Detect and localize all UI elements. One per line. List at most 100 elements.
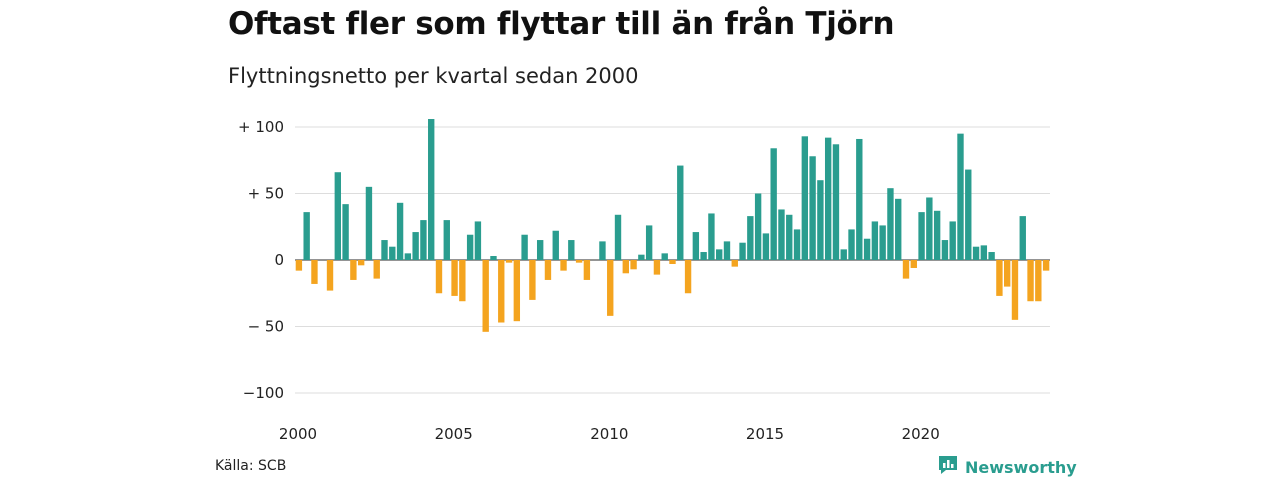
bar-2022-q1 [980, 245, 988, 260]
bar-2007-q4 [536, 240, 544, 260]
bar-2017-q1 [824, 137, 832, 260]
bar-2014-q4 [754, 193, 762, 260]
brand-logo[interactable]: Newsworthy [937, 455, 1077, 479]
bar-2024-q1 [1042, 260, 1050, 271]
bar-2015-q4 [786, 214, 793, 260]
bar-2000-q3 [311, 260, 318, 284]
bar-2018-q3 [871, 221, 879, 260]
bar-2006-q3 [498, 260, 505, 323]
bar-2005-q2 [459, 260, 466, 302]
bar-2016-q2 [801, 136, 809, 260]
bar-2004-q2 [428, 119, 435, 261]
bar-2018-q2 [863, 238, 871, 260]
bar-2008-q3 [560, 260, 567, 271]
bar-2011-q2 [645, 225, 653, 260]
bar-2005-q1 [451, 260, 458, 296]
bar-2021-q3 [965, 169, 972, 260]
bar-2007-q1 [513, 260, 521, 322]
bar-2020-q1 [918, 212, 925, 260]
bar-2009-q4 [599, 241, 606, 260]
bar-2004-q1 [420, 220, 427, 260]
bar-2013-q2 [708, 213, 715, 260]
bar-2019-q1 [887, 188, 894, 260]
bar-2007-q2 [521, 234, 528, 260]
bar-2012-q4 [692, 232, 700, 260]
bar-2002-q2 [365, 186, 373, 260]
bar-2017-q4 [848, 229, 855, 260]
bar-2018-q1 [856, 138, 863, 260]
bar-2001-q1 [326, 260, 334, 291]
bar-2010-q2 [614, 214, 622, 260]
bar-2014-q3 [747, 216, 754, 260]
bar-2017-q2 [832, 144, 840, 260]
bars [295, 119, 1050, 332]
bar-2012-q1 [669, 260, 676, 264]
bar-2023-q4 [1035, 260, 1042, 302]
bar-2001-q4 [350, 260, 357, 280]
bar-2011-q1 [638, 254, 645, 260]
bar-2015-q1 [762, 233, 770, 260]
bar-2008-q4 [568, 240, 575, 260]
bar-2022-q2 [988, 252, 995, 260]
bar-2019-q4 [910, 260, 917, 268]
chart-subtitle: Flyttningsnetto per kvartal sedan 2000 [228, 64, 639, 88]
x-tick-label: 2000 [279, 425, 317, 443]
bar-2023-q1 [1011, 260, 1019, 320]
bar-2004-q4 [443, 220, 450, 260]
bar-2005-q3 [466, 234, 474, 260]
bar-2001-q2 [334, 172, 341, 260]
bar-2021-q1 [949, 221, 956, 260]
x-tick-label: 2010 [590, 425, 628, 443]
bar-2015-q2 [770, 148, 777, 260]
bar-2016-q4 [817, 180, 824, 260]
bar-2019-q3 [902, 260, 910, 279]
bar-2000-q2 [303, 212, 310, 260]
y-tick-label: 0 [274, 251, 284, 269]
bar-2022-q4 [1004, 260, 1011, 287]
bar-2008-q1 [544, 260, 552, 280]
bar-2009-q2 [583, 260, 591, 280]
bar-2009-q1 [575, 260, 583, 263]
bar-2019-q2 [895, 198, 902, 260]
bar-2010-q1 [607, 260, 614, 316]
bar-2000-q1 [295, 260, 303, 271]
bar-2010-q4 [630, 260, 637, 270]
bar-2013-q1 [700, 252, 707, 260]
bar-2005-q4 [474, 221, 482, 260]
chart-title: Oftast fler som flyttar till än från Tjö… [228, 6, 895, 42]
bar-2010-q3 [622, 260, 629, 274]
bar-2008-q2 [552, 230, 559, 260]
x-tick-label: 2015 [746, 425, 784, 443]
bar-2003-q4 [412, 232, 419, 260]
bar-2020-q2 [926, 197, 933, 260]
bar-2006-q2 [490, 256, 497, 260]
x-tick-label: 2005 [435, 425, 473, 443]
bar-2023-q3 [1027, 260, 1034, 302]
y-tick-label: − 50 [248, 318, 284, 336]
bar-2022-q3 [996, 260, 1003, 296]
bar-2012-q2 [677, 165, 684, 260]
source-note: Källa: SCB [215, 458, 287, 474]
bar-2016-q1 [793, 229, 801, 260]
bar-2018-q4 [879, 225, 886, 260]
bar-2003-q1 [389, 246, 396, 260]
bar-2021-q2 [957, 133, 964, 260]
bar-2013-q4 [723, 241, 731, 260]
y-tick-label: −100 [243, 384, 284, 402]
bar-2004-q3 [435, 260, 443, 294]
bar-2002-q4 [381, 240, 388, 260]
bar-2002-q1 [357, 260, 365, 266]
y-tick-label: + 100 [238, 118, 284, 136]
bar-2020-q4 [941, 240, 949, 260]
x-axis-labels: 2000 2005 2010 2015 2020 [279, 425, 940, 443]
brand-name: Newsworthy [965, 457, 1077, 477]
bar-2011-q3 [653, 260, 661, 275]
bar-2020-q3 [933, 210, 941, 260]
bar-2013-q3 [716, 249, 723, 260]
bar-2002-q3 [373, 260, 380, 279]
bar-2001-q3 [342, 204, 349, 260]
bar-2007-q3 [529, 260, 536, 300]
bar-2016-q3 [809, 156, 816, 260]
bar-2023-q2 [1019, 216, 1026, 260]
